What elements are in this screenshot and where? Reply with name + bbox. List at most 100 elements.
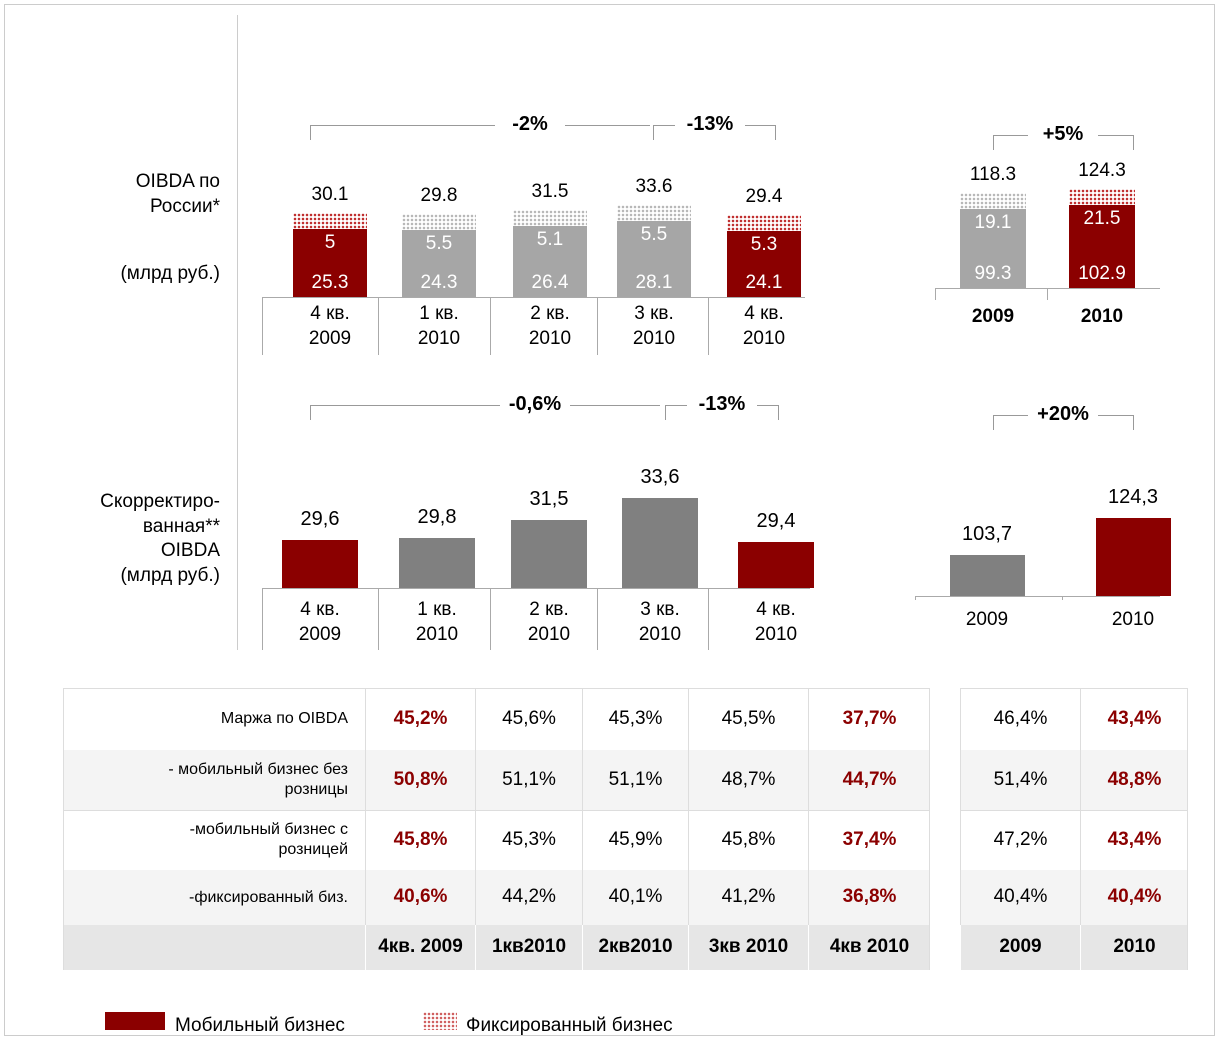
slide-border <box>4 4 1215 1036</box>
category-label: 2009 <box>971 306 1015 327</box>
row-title: OIBDA по России* <box>135 171 220 217</box>
value-label: 29,4 <box>756 510 796 532</box>
fixed-cap <box>1069 189 1135 206</box>
row-bg <box>961 750 1187 810</box>
change-label: -2% <box>512 113 548 135</box>
table-cell: 50,8% <box>365 750 475 810</box>
row-label: -фиксированный биз. <box>189 888 348 906</box>
bar-segment <box>1069 219 1135 288</box>
legend-label: Мобильный бизнес <box>175 1015 345 1036</box>
axis-line <box>935 288 936 300</box>
row-line <box>63 810 930 811</box>
total-label: 29.4 <box>745 185 783 207</box>
row-bg <box>961 870 1187 925</box>
table-cell: 41,2% <box>688 870 808 925</box>
axis-line <box>262 297 805 298</box>
value-label: 29,8 <box>417 505 457 528</box>
table-cell: 36,8% <box>808 870 930 925</box>
bracket-line <box>1098 415 1133 416</box>
table-cell: 43,4% <box>1080 810 1188 870</box>
table-cell: 48,7% <box>688 750 808 810</box>
bar <box>399 537 475 588</box>
legend-label: Фиксированный бизнес <box>466 1015 673 1036</box>
legend-swatch <box>105 1012 165 1030</box>
category-label: 2010 <box>1111 609 1155 630</box>
bar-segment <box>727 242 801 297</box>
bar <box>511 520 587 588</box>
row-unit: (млрд руб.) <box>120 263 220 284</box>
bracket-line <box>310 405 500 406</box>
table-cell: 40,4% <box>1080 870 1188 925</box>
category-separator <box>708 588 709 650</box>
category-separator <box>708 297 709 355</box>
category-separator <box>378 588 379 650</box>
total-label: 30.1 <box>311 183 349 205</box>
total-label: 29.8 <box>420 184 458 206</box>
change-label: -0,6% <box>508 393 562 415</box>
total-label: 118.3 <box>969 164 1017 186</box>
table-cell: 44,7% <box>808 750 930 810</box>
header-cell: 1кв2010 <box>475 925 582 970</box>
category-separator <box>378 297 379 355</box>
bar-segment <box>293 228 367 241</box>
bracket-line <box>993 135 1028 136</box>
table-cell: 45,5% <box>688 688 808 750</box>
table-cell: 44,2% <box>475 870 582 925</box>
table-cell: 45,8% <box>688 810 808 870</box>
bracket-line <box>775 125 776 140</box>
table-cell: 40,6% <box>365 870 475 925</box>
bracket-line <box>1133 415 1134 430</box>
category-label: 4 кв. 2010 <box>742 303 786 349</box>
row-title: Скорректиро- ванная** OIBDA (млрд руб.) <box>100 491 220 587</box>
total-label: 31.5 <box>531 181 569 203</box>
bar-segment <box>617 221 691 234</box>
table-cell: 40,4% <box>960 870 1080 925</box>
value-label: 19.1 <box>974 212 1012 234</box>
bar-segment <box>513 237 587 297</box>
header-cell: 2009 <box>960 925 1080 970</box>
category-label: 1 кв. 2010 <box>415 599 459 645</box>
separator <box>237 15 238 650</box>
value-label: 99.3 <box>974 263 1012 284</box>
category-label: 2 кв. 2010 <box>528 303 572 349</box>
category-label: 3 кв. 2010 <box>632 303 676 349</box>
table-cell: 45,9% <box>582 810 688 870</box>
change-label: +5% <box>1042 123 1084 145</box>
table-cell: 43,4% <box>1080 688 1188 750</box>
table-cell: 47,2% <box>960 810 1080 870</box>
bar-segment <box>617 233 691 297</box>
category-separator <box>597 588 598 650</box>
category-separator <box>490 588 491 650</box>
value-label: 5.5 <box>425 232 453 254</box>
bar <box>949 554 1025 596</box>
header-cell: 4кв 2010 <box>808 925 930 970</box>
category-label: 2009 <box>965 609 1009 630</box>
category-separator <box>1047 288 1048 300</box>
table-cell: 45,6% <box>475 688 582 750</box>
value-label: 31,5 <box>529 488 569 511</box>
fixed-cap <box>513 210 587 227</box>
table-cell: 40,1% <box>582 870 688 925</box>
bar <box>738 542 814 588</box>
fixed-cap <box>727 214 801 231</box>
category-label: 1 кв. 2010 <box>417 303 461 349</box>
value-label: 103,7 <box>961 522 1013 545</box>
value-label: 24.1 <box>745 272 783 293</box>
value-label: 28.1 <box>635 272 673 293</box>
value-label: 102.9 <box>1078 263 1126 284</box>
table-cell: 37,7% <box>808 688 930 750</box>
bracket-line <box>570 405 660 406</box>
category-label: 2010 <box>1080 306 1124 327</box>
table-cell: 51,4% <box>960 750 1080 810</box>
category-separator <box>597 297 598 355</box>
category-label: 4 кв. 2009 <box>308 303 352 349</box>
value-label: 5.3 <box>750 233 778 255</box>
change-label: +20% <box>1037 403 1089 425</box>
category-separator <box>1062 596 1063 600</box>
header-cell: 2кв2010 <box>582 925 688 970</box>
bracket-line <box>565 125 650 126</box>
fixed-cap <box>617 205 691 222</box>
table-cell: 51,1% <box>582 750 688 810</box>
row-label: -мобильный бизнес с розницей <box>189 821 348 858</box>
